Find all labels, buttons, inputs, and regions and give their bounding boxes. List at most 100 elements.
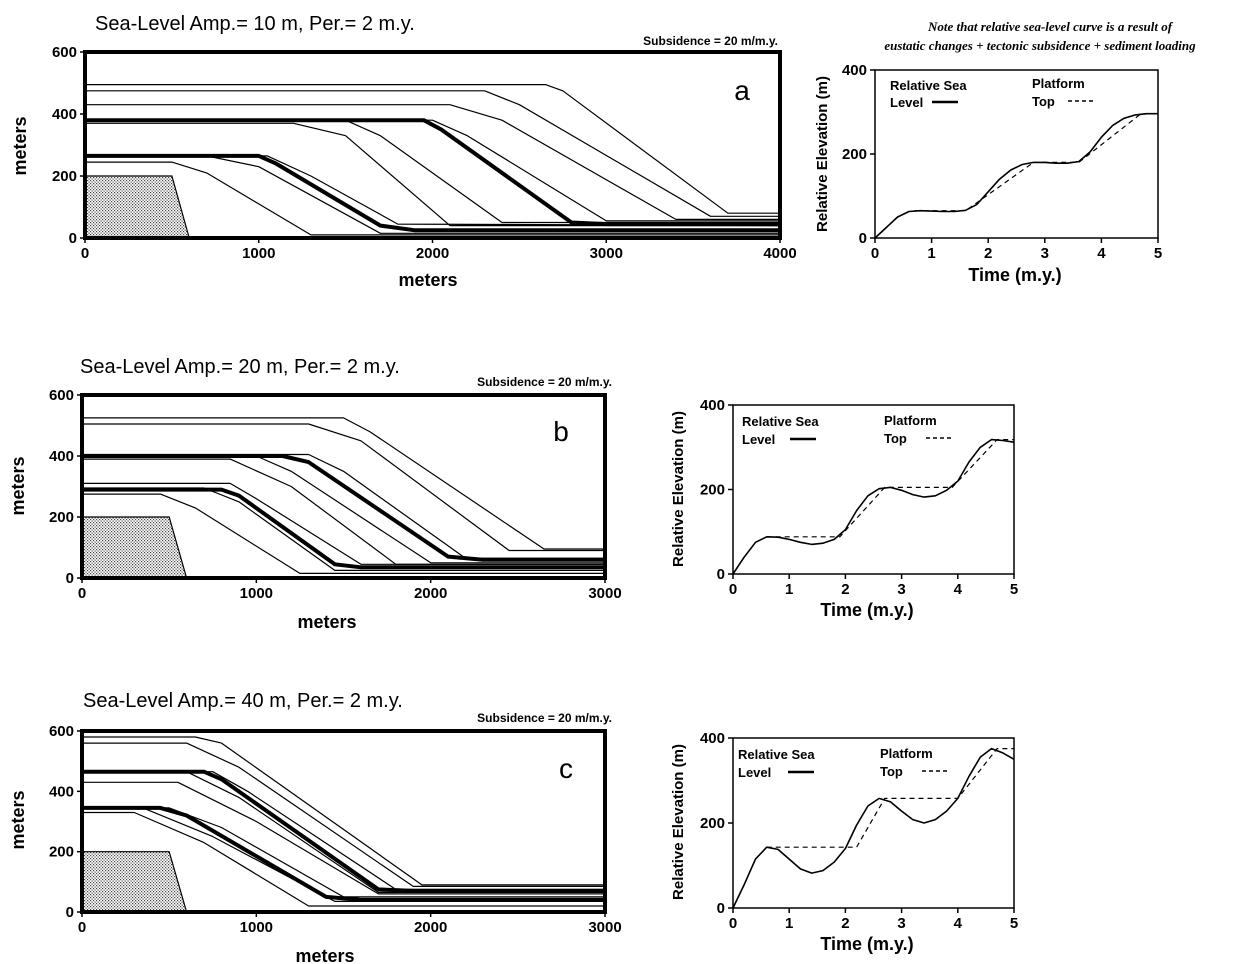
panel-c-y-tick-label: 400 bbox=[49, 783, 74, 800]
panel-b-letter: b bbox=[553, 416, 569, 447]
panel-c-x-tick-label: 1000 bbox=[240, 919, 273, 936]
panel-a-time-line-7 bbox=[85, 118, 780, 227]
panel-b-inset-y-tick-label: 400 bbox=[700, 397, 725, 414]
panel-a-x-tick-label: 4000 bbox=[763, 245, 796, 262]
panel-b-legend-sea-label-2: Level bbox=[742, 432, 775, 447]
panel-a-inset-x-tick-label: 0 bbox=[871, 245, 879, 262]
panel-c-y-tick-label: 200 bbox=[49, 844, 74, 861]
panel-a-inset-x-tick-label: 4 bbox=[1097, 245, 1106, 262]
panel-a-xlabel: meters bbox=[398, 270, 457, 290]
panel-c-letter: c bbox=[559, 753, 573, 784]
panel-a-time-line-5 bbox=[85, 122, 780, 227]
panel-b-time-line-3 bbox=[82, 487, 605, 570]
panel-c-inset-x-tick-label: 2 bbox=[841, 915, 849, 932]
panel-a-time-line-9 bbox=[85, 104, 780, 220]
panel-c-inset-relative-sea-level-line bbox=[732, 747, 1015, 909]
panel-a-inset-relative-sea-level-line bbox=[874, 112, 1158, 239]
panel-c-inset-x-tick-label: 5 bbox=[1010, 915, 1018, 932]
panel-a-inset-xlabel: Time (m.y.) bbox=[968, 265, 1061, 285]
panel-b-inset-x-tick-label: 5 bbox=[1010, 581, 1018, 598]
panel-c-basement-block bbox=[81, 851, 188, 913]
panel-b-legend-sea-label-1: Relative Sea bbox=[742, 414, 819, 429]
panel-a-inset-x-tick-label: 3 bbox=[1041, 245, 1049, 262]
panel-a-legend-sea-label-2: Level bbox=[890, 95, 923, 110]
panel-a-legend-platform-label-1: Platform bbox=[1032, 76, 1085, 91]
panel-a-inset-x-tick-label: 2 bbox=[984, 245, 992, 262]
panel-c-time-line-4 bbox=[82, 807, 605, 898]
panel-b-inset-platform-top-line bbox=[766, 439, 1014, 538]
note-line-2: eustatic changes + tectonic subsidence +… bbox=[884, 38, 1196, 53]
panel-c-legend-platform-label-2: Top bbox=[880, 764, 903, 779]
panel-c-inset: Time (m.y.) Relative Elevation (m) Relat… bbox=[670, 730, 1018, 954]
panel-a-x-tick-label: 0 bbox=[81, 245, 89, 262]
panel-c-x-tick-label: 2000 bbox=[414, 919, 447, 936]
panel-b-y-tick-label: 200 bbox=[49, 509, 74, 526]
panel-c-legend-sea-label-1: Relative Sea bbox=[738, 747, 815, 762]
panel-b-plot: 0 1000 2000 3000 0 200 400 600 bbox=[49, 387, 622, 602]
panel-c-time-line-5 bbox=[82, 781, 605, 895]
panel-c-inset-x-tick-label: 3 bbox=[897, 915, 905, 932]
panel-b-time-line-8 bbox=[82, 453, 605, 559]
panel-b-inset-ylabel: Relative Elevation (m) bbox=[670, 411, 687, 567]
panel-b-xlabel: meters bbox=[297, 612, 356, 632]
panel-a-inset-y-tick-label: 0 bbox=[859, 230, 867, 247]
panel-b-inset-y-tick-label: 200 bbox=[700, 482, 725, 499]
panel-a-inset: Time (m.y.) Relative Elevation (m) Relat… bbox=[814, 62, 1162, 285]
panel-a-time-line-10 bbox=[85, 90, 780, 217]
panel-b-inset-x-tick-label: 0 bbox=[729, 581, 737, 598]
panel-a-letter: a bbox=[734, 75, 750, 106]
panel-b-time-line-5 bbox=[82, 458, 605, 565]
panel-c-inset-y-tick-label: 400 bbox=[700, 730, 725, 747]
panel-c-inset-x-tick-label: 4 bbox=[954, 915, 963, 932]
panel-c-title: Sea-Level Amp.= 40 m, Per.= 2 m.y. bbox=[83, 690, 403, 712]
panel-c-inset-x-tick-label: 0 bbox=[729, 915, 737, 932]
panel-b-y-tick-label: 600 bbox=[49, 387, 74, 404]
panel-c-inset-y-tick-label: 200 bbox=[700, 815, 725, 832]
panel-b-time-line-7 bbox=[82, 454, 605, 562]
panel-a-y-tick-label: 600 bbox=[52, 44, 77, 61]
panel-b-inset-x-tick-label: 4 bbox=[954, 581, 963, 598]
panel-a-inset-y-tick-label: 200 bbox=[842, 146, 867, 163]
panel-c-time-line-1 bbox=[82, 811, 605, 907]
panel-b-inset-x-tick-label: 1 bbox=[785, 581, 793, 598]
panel-a-y-tick-label: 400 bbox=[52, 106, 77, 123]
panel-b-basement-block bbox=[81, 516, 188, 579]
panel-c-y-tick-label: 600 bbox=[49, 723, 74, 740]
panel-b-legend-platform-label-2: Top bbox=[884, 431, 907, 446]
panel-a-time-line-11 bbox=[85, 84, 780, 214]
panel-a-ylabel: meters bbox=[10, 116, 30, 175]
panel-b-time-line-10 bbox=[82, 417, 605, 550]
panel-b-subsidence-label: Subsidence = 20 m/m.y. bbox=[477, 375, 612, 389]
panel-b-inset-y-tick-label: 0 bbox=[717, 566, 725, 583]
panel-a-inset-plot: 0 1 2 3 4 5 0 200 400 bbox=[842, 62, 1162, 262]
panel-c-plot: 0 1000 2000 3000 0 200 400 600 bbox=[49, 723, 622, 936]
panel-c-time-line-9 bbox=[82, 742, 605, 887]
panel-a-inset-x-tick-label: 5 bbox=[1154, 245, 1162, 262]
panel-a-time-line-6 bbox=[85, 119, 780, 224]
panel-c-inset-ylabel: Relative Elevation (m) bbox=[670, 744, 687, 900]
panel-a-x-tick-label: 1000 bbox=[242, 245, 275, 262]
panel-a-x-tick-label: 3000 bbox=[590, 245, 623, 262]
panel-c-inset-xlabel: Time (m.y.) bbox=[820, 934, 913, 954]
panel-c-x-tick-label: 3000 bbox=[588, 919, 621, 936]
panel-a-time-line-4 bbox=[85, 155, 781, 227]
panel-b: Sea-Level Amp.= 20 m, Per.= 2 m.y. Subsi… bbox=[8, 356, 622, 632]
panel-c: Sea-Level Amp.= 40 m, Per.= 2 m.y. Subsi… bbox=[8, 690, 622, 964]
panel-b-title: Sea-Level Amp.= 20 m, Per.= 2 m.y. bbox=[80, 356, 400, 378]
panel-a-inset-ylabel: Relative Elevation (m) bbox=[814, 76, 831, 232]
panel-a-inset-x-tick-label: 1 bbox=[927, 245, 935, 262]
panel-a-inset-platform-top-line bbox=[914, 113, 1158, 212]
panel-b-inset-plot: 0 1 2 3 4 5 0 200 400 bbox=[700, 397, 1018, 598]
panel-a-x-tick-label: 2000 bbox=[416, 245, 449, 262]
panel-c-inset-y-tick-label: 0 bbox=[717, 900, 725, 917]
panel-c-subsidence-label: Subsidence = 20 m/m.y. bbox=[477, 711, 612, 725]
panel-a-plot: 0 1000 2000 3000 4000 0 200 400 600 bbox=[52, 44, 797, 262]
panel-a-y-tick-label: 200 bbox=[52, 168, 77, 185]
panel-a-time-line-8 bbox=[85, 119, 780, 222]
panel-a-legend-platform-label-2: Top bbox=[1032, 94, 1055, 109]
panel-a-y-tick-label: 0 bbox=[69, 230, 77, 247]
panel-c-inset-platform-top-line bbox=[766, 748, 1014, 848]
panel-b-x-tick-label: 2000 bbox=[414, 585, 447, 602]
panel-a-inset-y-tick-label: 400 bbox=[842, 62, 867, 79]
panel-b-y-tick-label: 0 bbox=[66, 570, 74, 587]
